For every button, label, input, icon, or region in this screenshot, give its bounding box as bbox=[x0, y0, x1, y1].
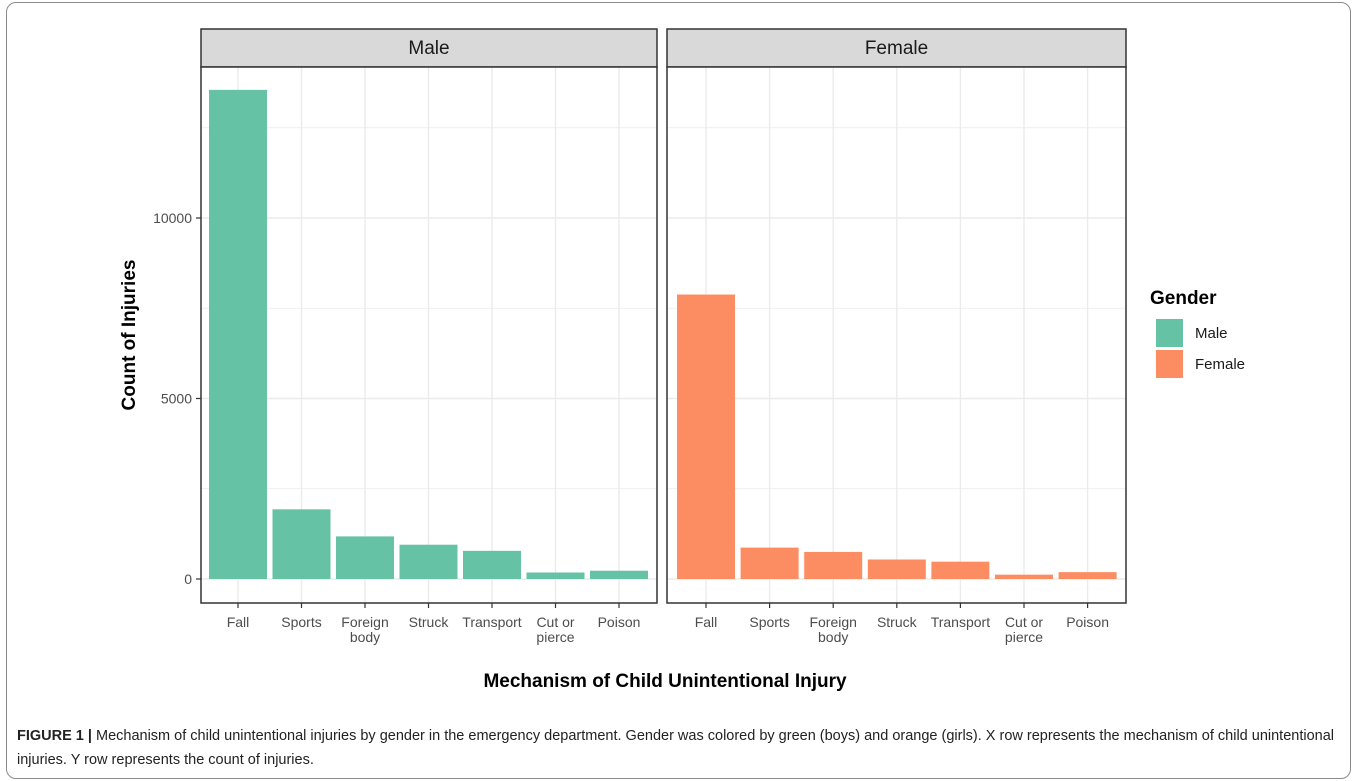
bar-female-struck bbox=[867, 559, 926, 579]
x-tick-label: Cut or bbox=[1005, 614, 1043, 630]
legend: Gender Male Female bbox=[1150, 288, 1245, 378]
x-tick-label: body bbox=[350, 629, 380, 645]
legend-swatch-female bbox=[1156, 350, 1183, 378]
bar-female-foreign-body bbox=[804, 551, 863, 579]
bar-male-foreign-body bbox=[336, 536, 394, 579]
x-tick-label: Sports bbox=[749, 614, 789, 630]
bar-female-transport bbox=[931, 561, 990, 579]
x-tick-label: Struck bbox=[877, 614, 918, 630]
facet-strip bbox=[666, 28, 1127, 68]
figure-caption: FIGURE 1 | Mechanism of child unintentio… bbox=[17, 724, 1337, 772]
x-axis-title: Mechanism of Child Unintentional Injury bbox=[483, 671, 847, 692]
x-tick-label: Sports bbox=[281, 614, 321, 630]
facet-strip-label: Male bbox=[408, 38, 449, 59]
legend-label-female: Female bbox=[1195, 356, 1245, 373]
facet-strip-label: Female bbox=[865, 38, 928, 59]
x-tick-label: Foreign bbox=[341, 614, 388, 630]
legend-label-male: Male bbox=[1195, 325, 1228, 342]
x-tick-label: Foreign bbox=[809, 614, 856, 630]
facet-strip bbox=[200, 28, 658, 68]
y-axis-title: Count of Injuries bbox=[119, 260, 140, 411]
bar-female-cut-or-pierce bbox=[995, 574, 1053, 579]
legend-swatch-male bbox=[1156, 319, 1183, 347]
bar-male-cut-or-pierce bbox=[526, 572, 585, 579]
x-tick-label: Struck bbox=[409, 614, 450, 630]
x-tick-label: Fall bbox=[227, 614, 250, 630]
x-tick-label: Transport bbox=[462, 614, 522, 630]
bar-female-sports bbox=[740, 547, 799, 579]
x-tick-label: Poison bbox=[1066, 614, 1109, 630]
bar-male-sports bbox=[272, 509, 331, 579]
x-tick-label: Transport bbox=[931, 614, 991, 630]
y-tick-label: 5000 bbox=[161, 391, 192, 407]
y-tick-label: 0 bbox=[184, 571, 192, 587]
x-tick-label: Poison bbox=[598, 614, 641, 630]
x-tick-label: Fall bbox=[695, 614, 718, 630]
y-tick-label: 10000 bbox=[153, 210, 192, 226]
y-axis: 0 5000 10000 bbox=[153, 210, 201, 587]
bar-male-struck bbox=[399, 544, 458, 579]
bar-female-poison bbox=[1058, 572, 1117, 579]
legend-title: Gender bbox=[1150, 288, 1217, 309]
x-tick-label: pierce bbox=[536, 629, 574, 645]
bar-male-poison bbox=[590, 570, 648, 579]
x-tick-label: Cut or bbox=[536, 614, 574, 630]
bar-male-fall bbox=[209, 89, 267, 579]
bar-male-transport bbox=[463, 550, 521, 579]
x-tick-label: body bbox=[818, 629, 848, 645]
x-tick-label: pierce bbox=[1005, 629, 1043, 645]
caption-label: FIGURE 1 | bbox=[17, 728, 92, 744]
caption-text: Mechanism of child unintentional injurie… bbox=[17, 728, 1334, 768]
bar-female-fall bbox=[677, 294, 735, 579]
